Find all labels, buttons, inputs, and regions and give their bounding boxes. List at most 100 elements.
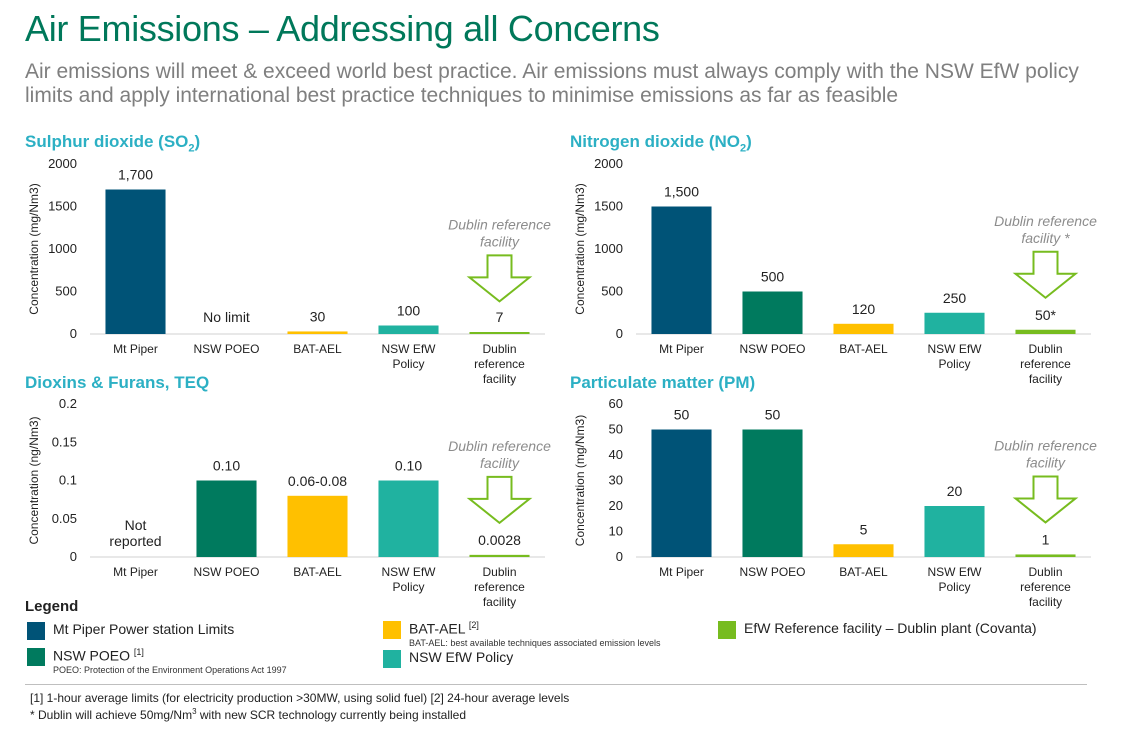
y-tick-label: 2000 bbox=[594, 156, 623, 171]
x-tick-label-bat-ael: BAT-AEL bbox=[839, 342, 888, 356]
bar-dublin-reference-facility bbox=[469, 554, 530, 557]
bar-mt-piper bbox=[105, 189, 166, 334]
bar-dublin-reference-facility bbox=[1015, 554, 1076, 557]
data-label-dublin-reference-facility: 0.0028 bbox=[478, 532, 521, 548]
chart-title-pm: Particulate matter (PM) bbox=[570, 373, 756, 392]
legend-label: NSW POEO [1] bbox=[53, 647, 144, 664]
x-tick-label-nsw-efw-policy: NSW EfW Policy bbox=[382, 342, 437, 371]
x-tick-label-nsw-poeo: NSW POEO bbox=[193, 565, 259, 579]
legend-label: EfW Reference facility – Dublin plant (C… bbox=[744, 620, 1037, 636]
dublin-annotation: Dublin reference facility * bbox=[994, 213, 1097, 246]
y-tick-label: 20 bbox=[609, 498, 623, 513]
data-label-mt-piper: Not reported bbox=[109, 517, 161, 549]
y-tick-label: 0 bbox=[616, 549, 623, 564]
chart-title-dioxins: Dioxins & Furans, TEQ bbox=[25, 373, 210, 392]
legend-swatch bbox=[383, 650, 401, 668]
data-label-dublin-reference-facility: 7 bbox=[496, 309, 504, 325]
y-axis-label: Concentration (mg/Nm3) bbox=[573, 183, 587, 314]
y-tick-label: 0.05 bbox=[52, 511, 77, 526]
bar-nsw-efw-policy bbox=[378, 325, 439, 334]
footnote-2: * Dublin will achieve 50mg/Nm3 with new … bbox=[30, 707, 467, 722]
y-tick-label: 0 bbox=[70, 326, 77, 341]
y-tick-label: 30 bbox=[609, 473, 623, 488]
y-tick-label: 0.2 bbox=[59, 396, 77, 411]
data-label-mt-piper: 1,700 bbox=[118, 167, 153, 183]
x-tick-label-mt-piper: Mt Piper bbox=[659, 342, 704, 356]
legend-sublabel: POEO: Protection of the Environment Oper… bbox=[53, 665, 287, 675]
y-tick-label: 0.1 bbox=[59, 473, 77, 488]
y-tick-label: 2000 bbox=[48, 156, 77, 171]
x-tick-label-mt-piper: Mt Piper bbox=[659, 565, 704, 579]
dublin-annotation: Dublin reference facility bbox=[448, 438, 551, 471]
legend-sublabel: BAT-AEL: best available techniques assoc… bbox=[409, 638, 661, 648]
legend-swatch bbox=[27, 648, 45, 666]
bar-nsw-poeo bbox=[196, 480, 257, 557]
page-title: Air Emissions – Addressing all Concerns bbox=[25, 8, 660, 49]
x-tick-label-bat-ael: BAT-AEL bbox=[293, 565, 342, 579]
bar-bat-ael bbox=[287, 331, 348, 334]
bar-nsw-efw-policy bbox=[924, 312, 985, 334]
y-axis-label: Concentration (mg/Nm3) bbox=[27, 183, 41, 314]
data-label-bat-ael: 30 bbox=[310, 308, 326, 324]
x-tick-label-nsw-efw-policy: NSW EfW Policy bbox=[928, 565, 983, 594]
data-label-mt-piper: 50 bbox=[674, 407, 690, 423]
x-tick-label-mt-piper: Mt Piper bbox=[113, 565, 158, 579]
x-tick-label-dublin-reference-facility: Dublin reference facility bbox=[474, 565, 525, 609]
chart-no2: Concentration (mg/Nm3) 0 500 1000 1500 2000 1,… bbox=[573, 156, 1097, 386]
y-tick-label: 1000 bbox=[48, 241, 77, 256]
chart-title-so2: Sulphur dioxide (SO2) bbox=[25, 132, 201, 155]
chart-so2: Concentration (mg/Nm3) 0 500 1000 1500 2000 1,… bbox=[27, 156, 551, 386]
down-arrow-icon bbox=[1012, 250, 1079, 300]
x-tick-label-mt-piper: Mt Piper bbox=[113, 342, 158, 356]
chart-pm: Concentration (mg/Nm3) 0 10 20 30 40 50 60 50 Mt … bbox=[573, 396, 1097, 609]
x-tick-label-nsw-poeo: NSW POEO bbox=[739, 342, 805, 356]
y-axis-label: Concentration (mg/Nm3) bbox=[573, 415, 587, 546]
y-tick-label: 0 bbox=[616, 326, 623, 341]
chart-dioxins: Concentration (ng/Nm3) 0 0.05 0.1 0.15 0.2 Not… bbox=[27, 396, 551, 609]
bar-bat-ael bbox=[287, 495, 348, 557]
y-tick-label: 1000 bbox=[594, 241, 623, 256]
bar-mt-piper bbox=[651, 206, 712, 334]
page-subtitle: Air emissions will meet & exceed world b… bbox=[25, 60, 1079, 107]
data-label-dublin-reference-facility: 1 bbox=[1042, 531, 1050, 547]
data-label-nsw-poeo: No limit bbox=[203, 309, 250, 325]
bar-nsw-poeo bbox=[742, 291, 803, 334]
data-label-nsw-poeo: 0.10 bbox=[213, 458, 240, 474]
y-tick-label: 500 bbox=[55, 284, 77, 299]
down-arrow-icon bbox=[1012, 475, 1079, 524]
x-tick-label-nsw-efw-policy: NSW EfW Policy bbox=[382, 565, 437, 594]
bar-bat-ael bbox=[833, 544, 894, 557]
legend-label: NSW EfW Policy bbox=[409, 649, 514, 665]
legend-label: BAT-AEL [2] bbox=[409, 620, 479, 637]
data-label-nsw-poeo: 50 bbox=[765, 407, 781, 423]
legend-label: Mt Piper Power station Limits bbox=[53, 621, 235, 637]
y-tick-label: 40 bbox=[609, 447, 623, 462]
x-tick-label-bat-ael: BAT-AEL bbox=[839, 565, 888, 579]
down-arrow-icon bbox=[466, 475, 533, 525]
chart-title-no2: Nitrogen dioxide (NO2) bbox=[570, 132, 752, 155]
data-label-bat-ael: 0.06-0.08 bbox=[288, 473, 347, 489]
footnote-divider bbox=[25, 684, 1087, 685]
y-tick-label: 60 bbox=[609, 396, 623, 411]
y-tick-label: 0.15 bbox=[52, 434, 77, 449]
x-tick-label-nsw-poeo: NSW POEO bbox=[739, 565, 805, 579]
bar-nsw-efw-policy bbox=[924, 506, 985, 557]
data-label-nsw-efw-policy: 20 bbox=[947, 483, 963, 499]
y-axis-label: Concentration (ng/Nm3) bbox=[27, 416, 41, 544]
bar-nsw-efw-policy bbox=[378, 480, 439, 557]
x-tick-label-bat-ael: BAT-AEL bbox=[293, 342, 342, 356]
data-label-nsw-poeo: 500 bbox=[761, 269, 785, 285]
bar-dublin-reference-facility bbox=[1015, 329, 1076, 334]
data-label-nsw-efw-policy: 100 bbox=[397, 303, 421, 319]
footnote-1: [1] 1-hour average limits (for electrici… bbox=[30, 691, 570, 705]
y-tick-label: 50 bbox=[609, 422, 623, 437]
legend-swatch bbox=[383, 621, 401, 639]
y-tick-label: 1500 bbox=[594, 199, 623, 214]
x-tick-label-nsw-efw-policy: NSW EfW Policy bbox=[928, 342, 983, 371]
x-tick-label-dublin-reference-facility: Dublin reference facility bbox=[1020, 565, 1071, 609]
y-tick-label: 10 bbox=[609, 524, 623, 539]
data-label-bat-ael: 120 bbox=[852, 301, 876, 317]
dublin-annotation: Dublin reference facility bbox=[994, 437, 1097, 470]
down-arrow-icon bbox=[466, 254, 533, 303]
x-tick-label-dublin-reference-facility: Dublin reference facility bbox=[474, 342, 525, 386]
